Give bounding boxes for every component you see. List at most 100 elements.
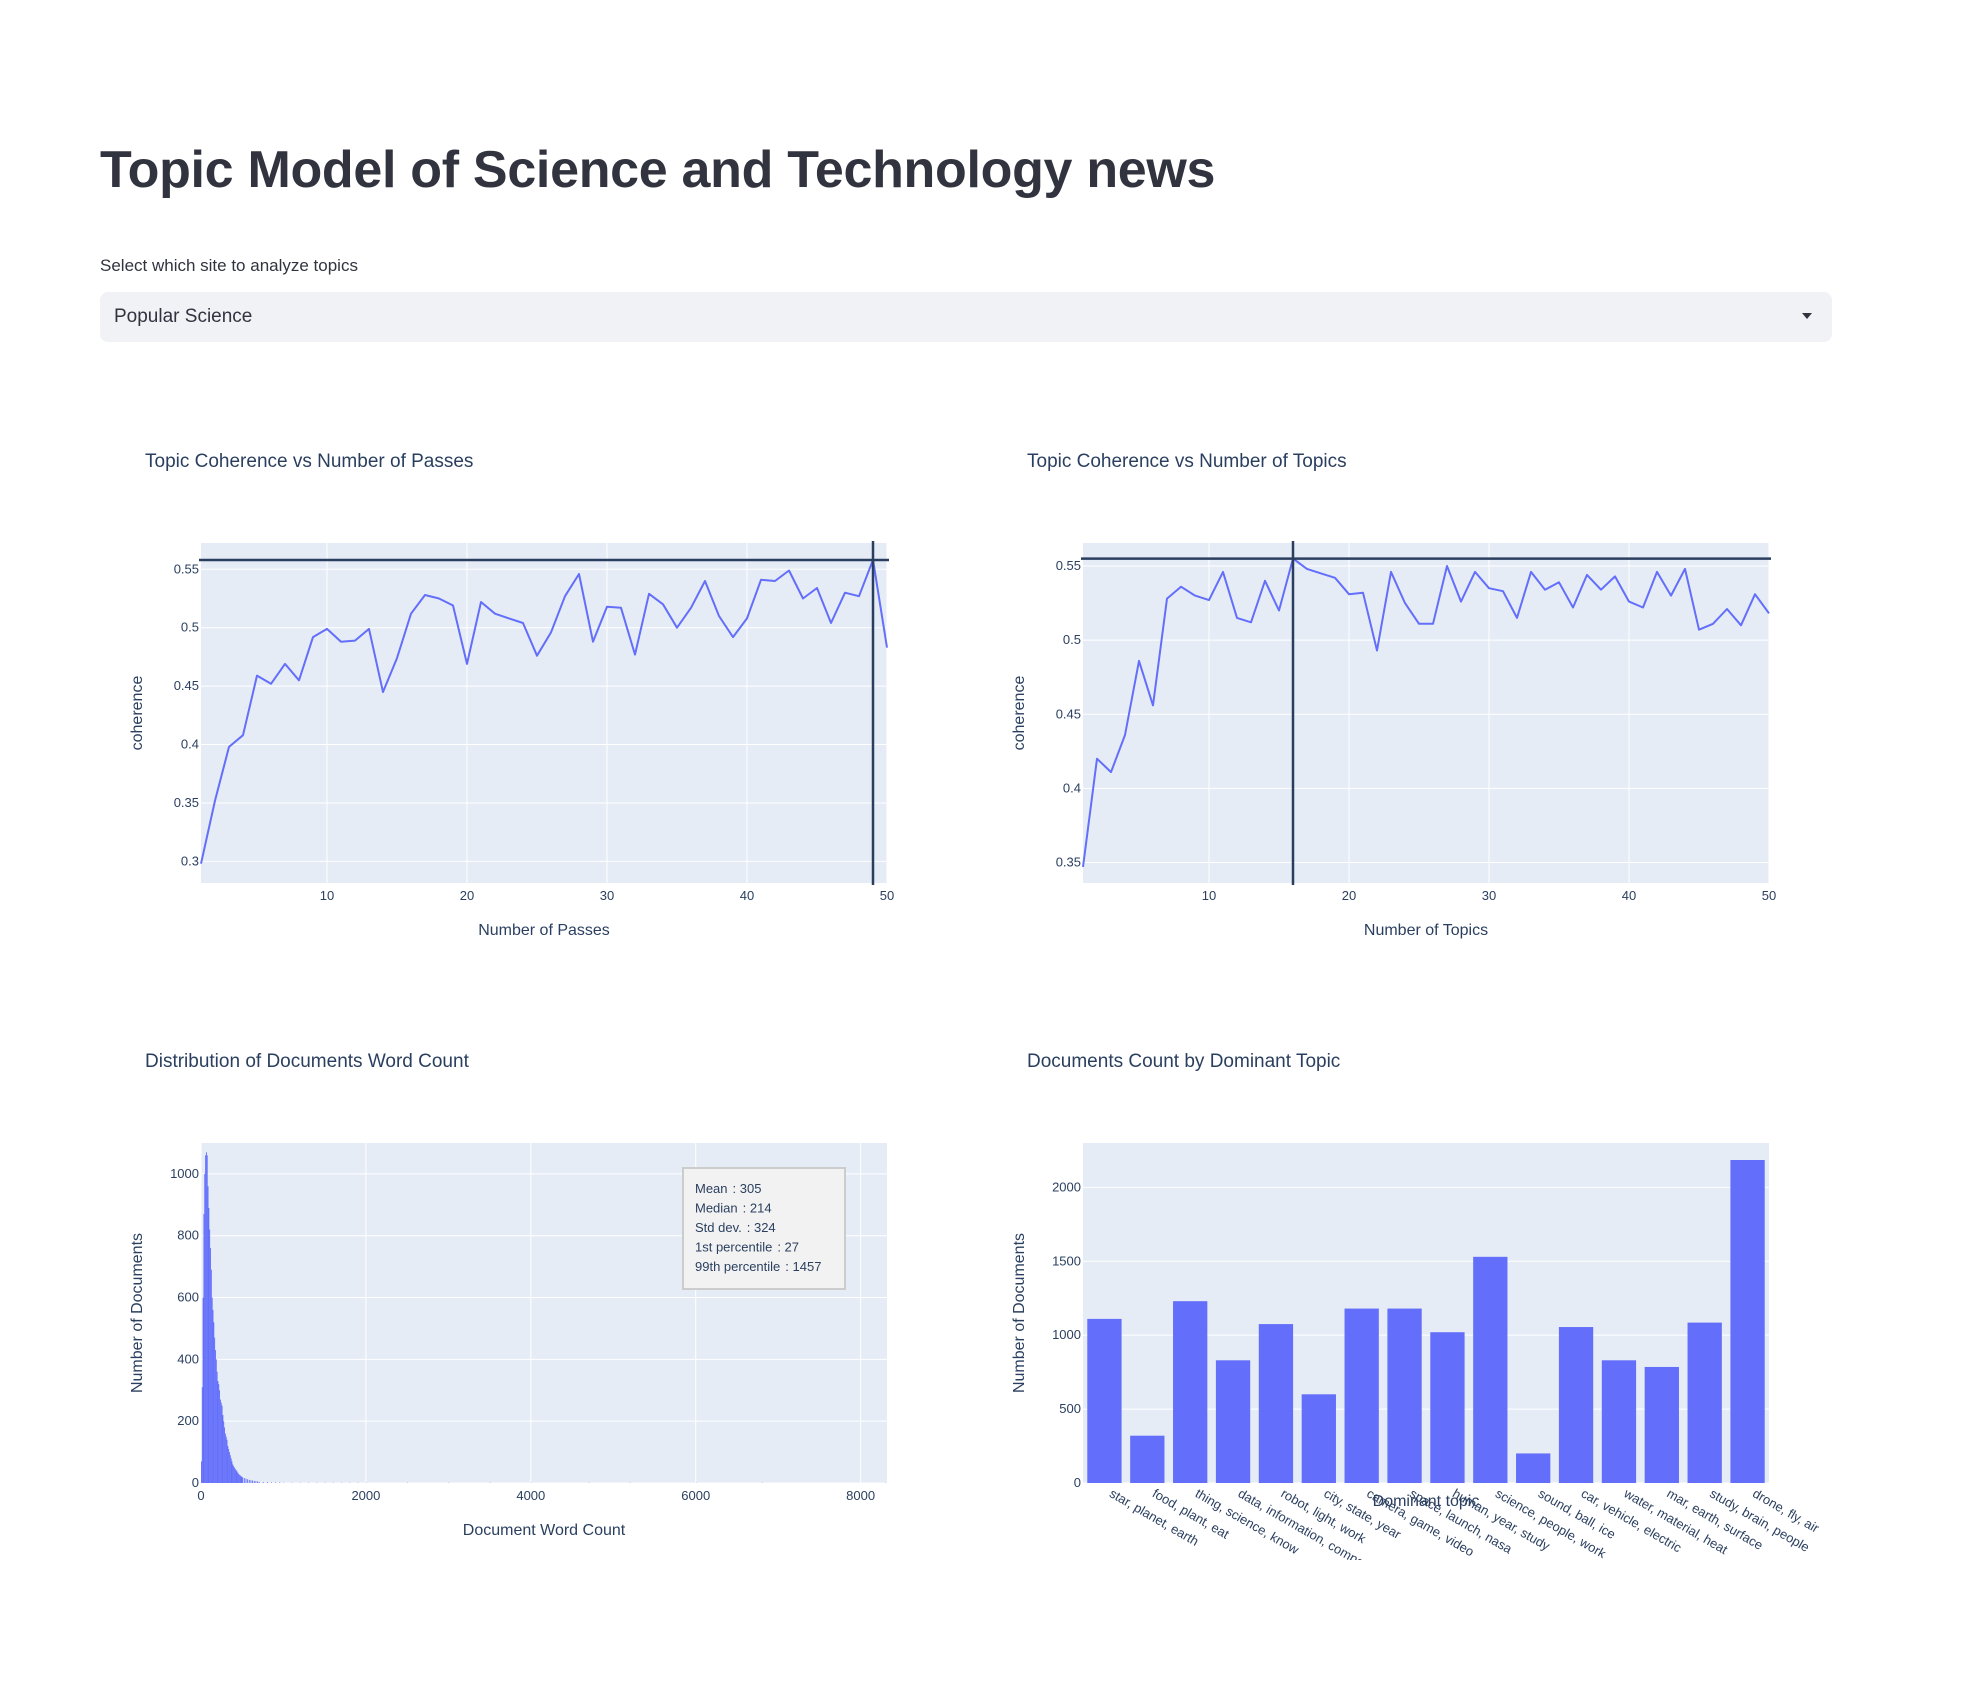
- y-tick-label: 0.55: [1056, 558, 1081, 573]
- histogram-bar: [241, 1476, 243, 1483]
- x-tick-label: 50: [1762, 888, 1776, 903]
- histogram-bar: [220, 1402, 222, 1483]
- histogram-bar: [206, 1155, 208, 1483]
- histogram-bar: [247, 1479, 249, 1483]
- y-tick-label: 0: [192, 1475, 199, 1490]
- histogram-bar: [253, 1480, 255, 1483]
- chart-svg: Documents Count by Dominant Topic 0 500 100…: [1011, 1051, 1822, 1560]
- y-tick-label: 0.5: [1063, 632, 1081, 647]
- coherence-topics-chart: Topic Coherence vs Number of Topics Numbe…: [982, 440, 1842, 960]
- stats-value: : 214: [743, 1201, 772, 1216]
- x-tick-label: 20: [460, 888, 474, 903]
- histogram-bar: [223, 1421, 225, 1483]
- histogram-bar: [271, 1482, 272, 1483]
- histogram-bar: [205, 1155, 207, 1483]
- stats-annotation-line: 1st percentile : 27: [695, 1240, 799, 1255]
- histogram-bar: [238, 1474, 240, 1483]
- y-tick-label: 1000: [170, 1166, 199, 1181]
- histogram-bar: [213, 1322, 215, 1483]
- y-tick-label: 0.5: [181, 620, 199, 635]
- x-axis-title: Number of Topics: [1364, 922, 1488, 939]
- x-tick-label: 40: [740, 888, 754, 903]
- histogram-bar: [215, 1359, 217, 1483]
- y-axis-title: coherence: [129, 676, 146, 751]
- histogram-bar: [239, 1475, 241, 1483]
- topic-bar: [1387, 1308, 1422, 1483]
- histogram-bar: [209, 1229, 211, 1483]
- histogram-bar: [252, 1480, 254, 1483]
- topic-bar: [1687, 1322, 1722, 1483]
- x-tick-label: 30: [1482, 888, 1496, 903]
- histogram-bar: [211, 1297, 213, 1483]
- site-select-label: Select which site to analyze topics: [100, 256, 358, 275]
- histogram-bar: [232, 1464, 234, 1483]
- topic-bar: [1173, 1301, 1208, 1483]
- plot-area: [201, 543, 887, 883]
- x-tick-label: 10: [320, 888, 334, 903]
- stats-label: 1st percentile: [695, 1240, 772, 1255]
- histogram-bar: [228, 1449, 230, 1483]
- y-tick-label: 0.55: [174, 561, 199, 576]
- chart-title: Topic Coherence vs Number of Passes: [145, 451, 473, 472]
- topic-bar: [1344, 1308, 1379, 1483]
- topic-bar: [1430, 1332, 1465, 1483]
- topic-bar: [1558, 1327, 1594, 1483]
- histogram-bar: [245, 1478, 247, 1483]
- topic-bar: [1258, 1324, 1294, 1483]
- stats-label: Std dev.: [695, 1220, 742, 1235]
- y-tick-label: 1500: [1052, 1253, 1081, 1268]
- histogram-bar: [203, 1214, 205, 1483]
- histogram-bar: [229, 1455, 231, 1483]
- histogram-bar: [224, 1433, 226, 1483]
- stats-value: : 305: [733, 1181, 762, 1196]
- stats-annotation-box: [682, 1167, 846, 1290]
- histogram-bar: [238, 1473, 240, 1483]
- histogram-bar: [219, 1390, 221, 1483]
- y-tick-label: 500: [1059, 1401, 1081, 1416]
- x-tick-label: 8000: [846, 1488, 875, 1503]
- y-tick-label: 0.35: [1056, 855, 1081, 870]
- histogram-bar: [226, 1439, 228, 1483]
- histogram-bar: [279, 1482, 281, 1483]
- dominant-topic-chart: Documents Count by Dominant Topic 0 500 100…: [982, 1040, 1842, 1560]
- stats-annotation-line: Std dev.: 324: [695, 1220, 776, 1235]
- y-tick-label: 0.4: [181, 737, 199, 752]
- histogram-bar: [248, 1479, 250, 1483]
- y-tick-label: 800: [177, 1228, 199, 1243]
- histogram-bar: [242, 1477, 244, 1483]
- histogram-bar: [257, 1481, 258, 1483]
- topic-bar: [1087, 1318, 1122, 1483]
- histogram-bar: [250, 1480, 252, 1483]
- histogram-bar: [225, 1436, 227, 1483]
- topic-bar: [1730, 1160, 1765, 1483]
- word-count-histogram: Distribution of Documents Word Count Docu…: [100, 1040, 960, 1560]
- histogram-bar: [216, 1371, 218, 1483]
- coherence-line: [200, 558, 888, 864]
- histogram-bar: [233, 1466, 235, 1483]
- plot-area: [1083, 543, 1769, 883]
- x-tick-label: 20: [1342, 888, 1356, 903]
- histogram-bar: [201, 1387, 203, 1483]
- histogram-bar: [210, 1269, 212, 1483]
- x-axis-title: Number of Passes: [478, 922, 610, 939]
- y-tick-label: 400: [177, 1351, 199, 1366]
- histogram-bar: [215, 1350, 216, 1483]
- y-tick-label: 2000: [1052, 1179, 1081, 1194]
- stats-value: : 27: [777, 1240, 799, 1255]
- x-tick-label: 10: [1202, 888, 1216, 903]
- histogram-bar: [222, 1415, 224, 1483]
- histogram-bar: [218, 1384, 220, 1483]
- topic-bar: [1301, 1394, 1336, 1483]
- x-tick-label: 4000: [516, 1488, 545, 1503]
- site-select-value: Popular Science: [114, 306, 253, 327]
- x-tick-label: 0: [197, 1488, 204, 1503]
- histogram-bar: [243, 1478, 245, 1483]
- histogram-bar: [237, 1472, 239, 1483]
- stats-annotation-line: Mean: 305: [695, 1181, 761, 1196]
- y-tick-label: 0: [1074, 1475, 1081, 1490]
- site-select[interactable]: Popular Science: [100, 292, 1832, 342]
- histogram-bar: [214, 1337, 216, 1483]
- stats-label: Median: [695, 1201, 738, 1216]
- chevron-down-icon[interactable]: [1802, 313, 1812, 319]
- histogram-bar: [234, 1468, 236, 1483]
